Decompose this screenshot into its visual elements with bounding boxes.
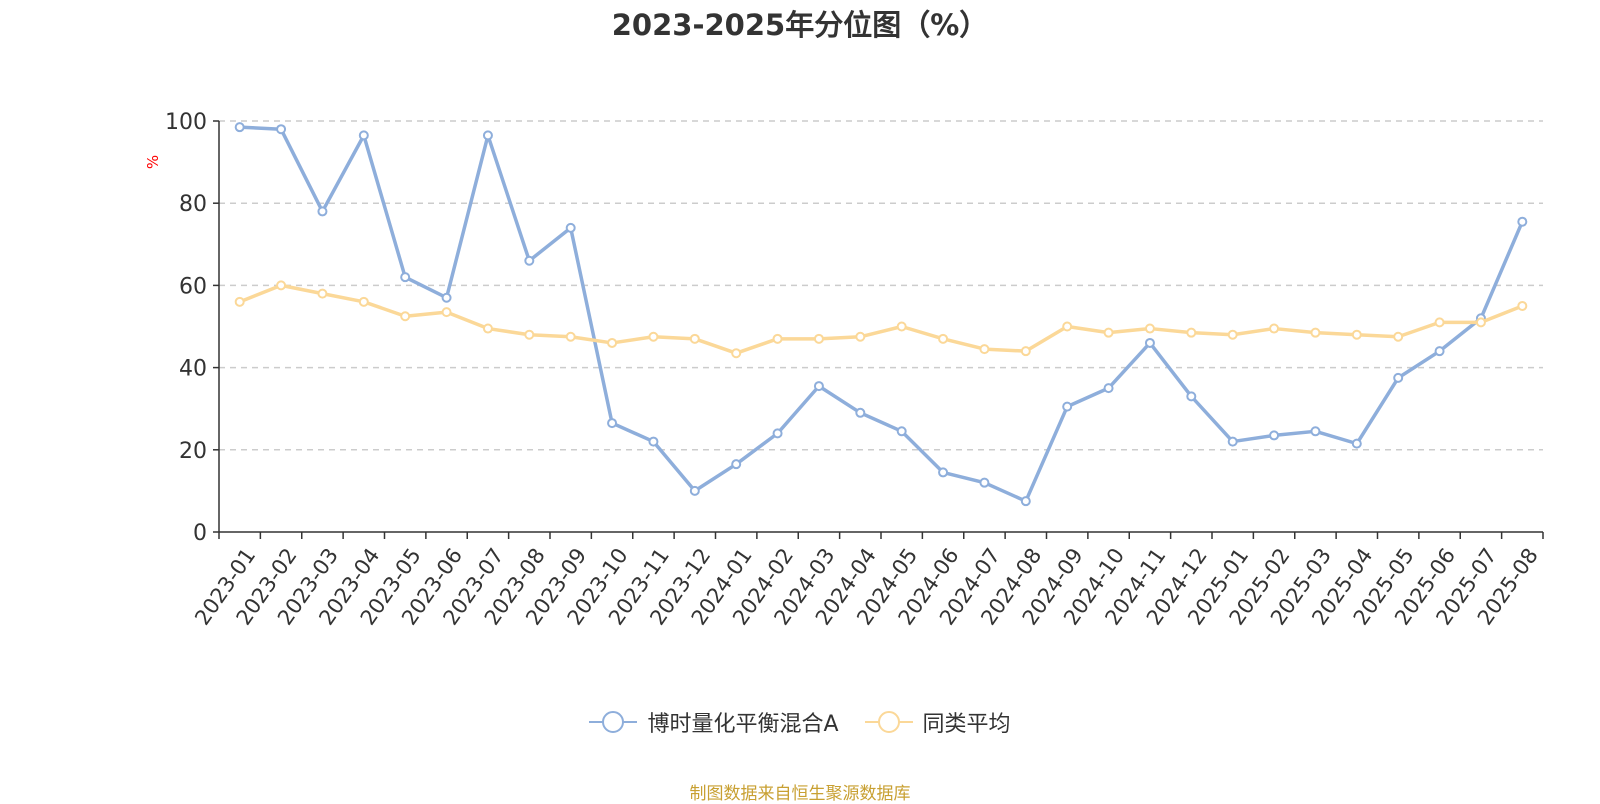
- series-1-point-2024-11: [1144, 323, 1155, 334]
- series-1-point-2023-01: [234, 296, 245, 307]
- series-1-point-2023-05: [400, 311, 411, 322]
- series-1-point-2023-10: [607, 337, 618, 348]
- axes: 0204060801002023-012023-022023-032023-04…: [165, 110, 1544, 629]
- series-0-point-2025-01: [1227, 436, 1238, 447]
- series-1-point-2024-04: [855, 331, 866, 342]
- series-1-point-2025-02: [1269, 323, 1280, 334]
- series-1-point-2025-03: [1310, 327, 1321, 338]
- series-0-point-2024-05: [896, 426, 907, 437]
- series-1-point-2023-12: [689, 333, 700, 344]
- series-0-point-2023-03: [317, 206, 328, 217]
- series-1-point-2025-05: [1393, 331, 1404, 342]
- legend-item-series-b[interactable]: 同类平均: [864, 706, 1011, 738]
- series-1-point-2025-08: [1517, 300, 1528, 311]
- source-note: 制图数据来自恒生聚源数据库: [689, 784, 911, 804]
- series-1-point-2023-02: [276, 280, 287, 291]
- series-0-point-2024-03: [813, 381, 824, 392]
- series-1-point-2024-05: [896, 321, 907, 332]
- series-1-point-2024-12: [1186, 327, 1197, 338]
- series-0-point-2023-02: [276, 124, 287, 135]
- series-1-point-2025-07: [1475, 317, 1486, 328]
- series-0-point-2024-07: [979, 477, 990, 488]
- series-1-point-2024-09: [1062, 321, 1073, 332]
- series-0-point-2023-09: [565, 222, 576, 233]
- series-1-point-2023-07: [482, 323, 493, 334]
- series-0-point-2023-04: [358, 130, 369, 141]
- legend-circle-b: [877, 711, 900, 733]
- series-1-point-2023-06: [441, 307, 452, 318]
- series-1-point-2023-11: [648, 331, 659, 342]
- series-0-point-2024-12: [1186, 391, 1197, 402]
- series-1-point-2023-08: [524, 329, 535, 340]
- series-1-point-2025-01: [1227, 329, 1238, 340]
- series-0-point-2024-02: [772, 428, 783, 439]
- series-1-point-2023-03: [317, 288, 328, 299]
- y-axis-label: %: [144, 155, 162, 169]
- legend: 博时量化平衡混合A 同类平均: [0, 706, 1600, 738]
- series-1-point-2024-01: [731, 348, 742, 359]
- series-0-point-2024-10: [1103, 383, 1114, 394]
- series-0-point-2025-08: [1517, 216, 1528, 227]
- series-1-point-2025-06: [1434, 317, 1445, 328]
- legend-marker-series-b-icon: [864, 711, 913, 733]
- legend-marker-series-a-icon: [589, 711, 638, 733]
- series-0-point-2023-08: [524, 255, 535, 266]
- series-1-point-2023-04: [358, 296, 369, 307]
- series-1-point-2024-02: [772, 333, 783, 344]
- series-1-point-2023-09: [565, 331, 576, 342]
- series-1-point-2024-06: [938, 333, 949, 344]
- series-0-point-2025-05: [1393, 372, 1404, 383]
- series-line-0: [239, 125, 1524, 503]
- series-lines: [234, 122, 1528, 507]
- y-tick-label-40: 40: [179, 357, 207, 382]
- y-tick-label-100: 100: [165, 110, 207, 135]
- series-1-point-2024-10: [1103, 327, 1114, 338]
- legend-label-series-b: 同类平均: [922, 712, 1011, 737]
- legend-circle-a: [602, 711, 625, 733]
- series-0-point-2025-04: [1351, 438, 1362, 449]
- series-0-point-2023-11: [648, 436, 659, 447]
- series-0-point-2024-11: [1144, 337, 1155, 348]
- series-0-point-2024-08: [1020, 496, 1031, 507]
- series-1-point-2024-03: [813, 333, 824, 344]
- series-0-point-2023-01: [234, 122, 245, 133]
- series-0-point-2024-06: [938, 467, 949, 478]
- series-0-point-2023-12: [689, 485, 700, 496]
- y-tick-label-20: 20: [179, 439, 207, 464]
- series-0-point-2024-01: [731, 459, 742, 470]
- series-line-1: [239, 283, 1523, 355]
- y-tick-label-60: 60: [179, 274, 207, 299]
- legend-item-series-a[interactable]: 博时量化平衡混合A: [589, 706, 839, 738]
- grid-lines: [219, 120, 1543, 451]
- series-1-point-2025-04: [1351, 329, 1362, 340]
- series-1-point-2024-07: [979, 344, 990, 355]
- series-0-point-2025-06: [1434, 346, 1445, 357]
- y-tick-label-0: 0: [193, 521, 207, 546]
- series-0-point-2023-10: [607, 418, 618, 429]
- chart-title: 2023-2025年分位图（%）: [611, 8, 989, 42]
- series-0-point-2025-03: [1310, 426, 1321, 437]
- series-1-point-2024-08: [1020, 346, 1031, 357]
- series-0-point-2023-05: [400, 272, 411, 283]
- legend-label-series-a: 博时量化平衡混合A: [647, 712, 839, 737]
- series-0-point-2023-07: [482, 130, 493, 141]
- series-0-point-2023-06: [441, 292, 452, 303]
- series-0-point-2024-09: [1062, 401, 1073, 412]
- series-0-point-2025-02: [1269, 430, 1280, 441]
- series-0-point-2024-04: [855, 407, 866, 418]
- y-tick-label-80: 80: [179, 192, 207, 217]
